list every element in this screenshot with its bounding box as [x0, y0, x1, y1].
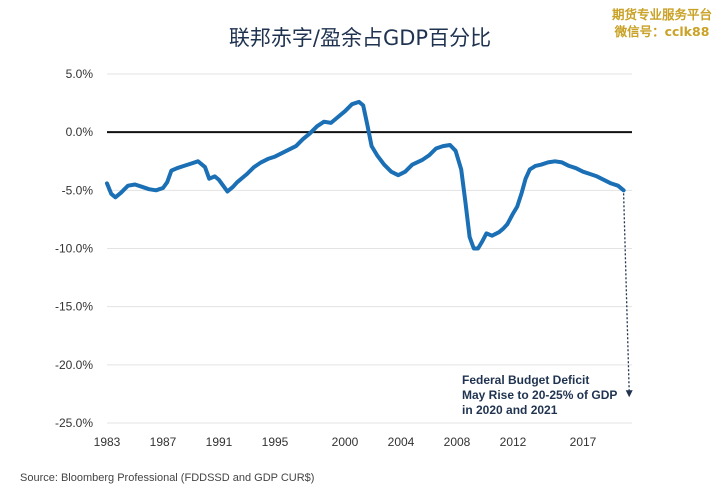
watermark-line1: 期货专业服务平台	[611, 7, 712, 22]
deficit-series-line	[105, 99, 626, 251]
annotation-arrowhead	[625, 390, 633, 398]
annotation-text: Federal Budget Deficit May Rise to 20-25%…	[462, 373, 617, 417]
x-tick-label: 2012	[500, 435, 527, 449]
x-tick-label: 1991	[206, 435, 233, 449]
y-tick-label: -5.0%	[62, 183, 94, 197]
annotation-arrow	[622, 193, 630, 393]
x-tick-label: 2000	[332, 435, 359, 449]
gridlines	[107, 73, 632, 424]
y-tick-label: -10.0%	[55, 242, 93, 256]
annotation-line: May Rise to 20-25% of GDP	[462, 388, 617, 402]
x-tick-label: 2017	[570, 435, 597, 449]
source-note: Source: Bloomberg Professional (FDDSSD a…	[20, 472, 315, 484]
x-axis: 1983 1987 1991 1995 2000 2004 2008 2012 2017	[94, 435, 597, 449]
x-tick-label: 1987	[150, 435, 177, 449]
y-tick-label: 5.0%	[66, 67, 94, 81]
y-tick-label: -15.0%	[55, 300, 93, 314]
y-tick-label: 0.0%	[66, 125, 94, 139]
annotation-line: in 2020 and 2021	[462, 403, 558, 417]
y-tick-label: -20.0%	[55, 358, 93, 372]
chart-title: 联邦赤字/盈余占GDP百分比	[228, 26, 492, 50]
watermark-line2: 微信号：cclk88	[614, 24, 710, 39]
x-tick-label: 2004	[388, 435, 415, 449]
x-tick-label: 1983	[94, 435, 121, 449]
x-tick-label: 2008	[444, 435, 471, 449]
y-axis: 5.0% 0.0% -5.0% -10.0% -15.0% -20.0% -25.0%	[55, 67, 93, 430]
annotation-line: Federal Budget Deficit	[462, 373, 589, 387]
y-tick-label: -25.0%	[55, 416, 93, 430]
x-tick-label: 1995	[262, 435, 289, 449]
watermark: 期货专业服务平台 微信号：cclk88	[612, 6, 712, 40]
